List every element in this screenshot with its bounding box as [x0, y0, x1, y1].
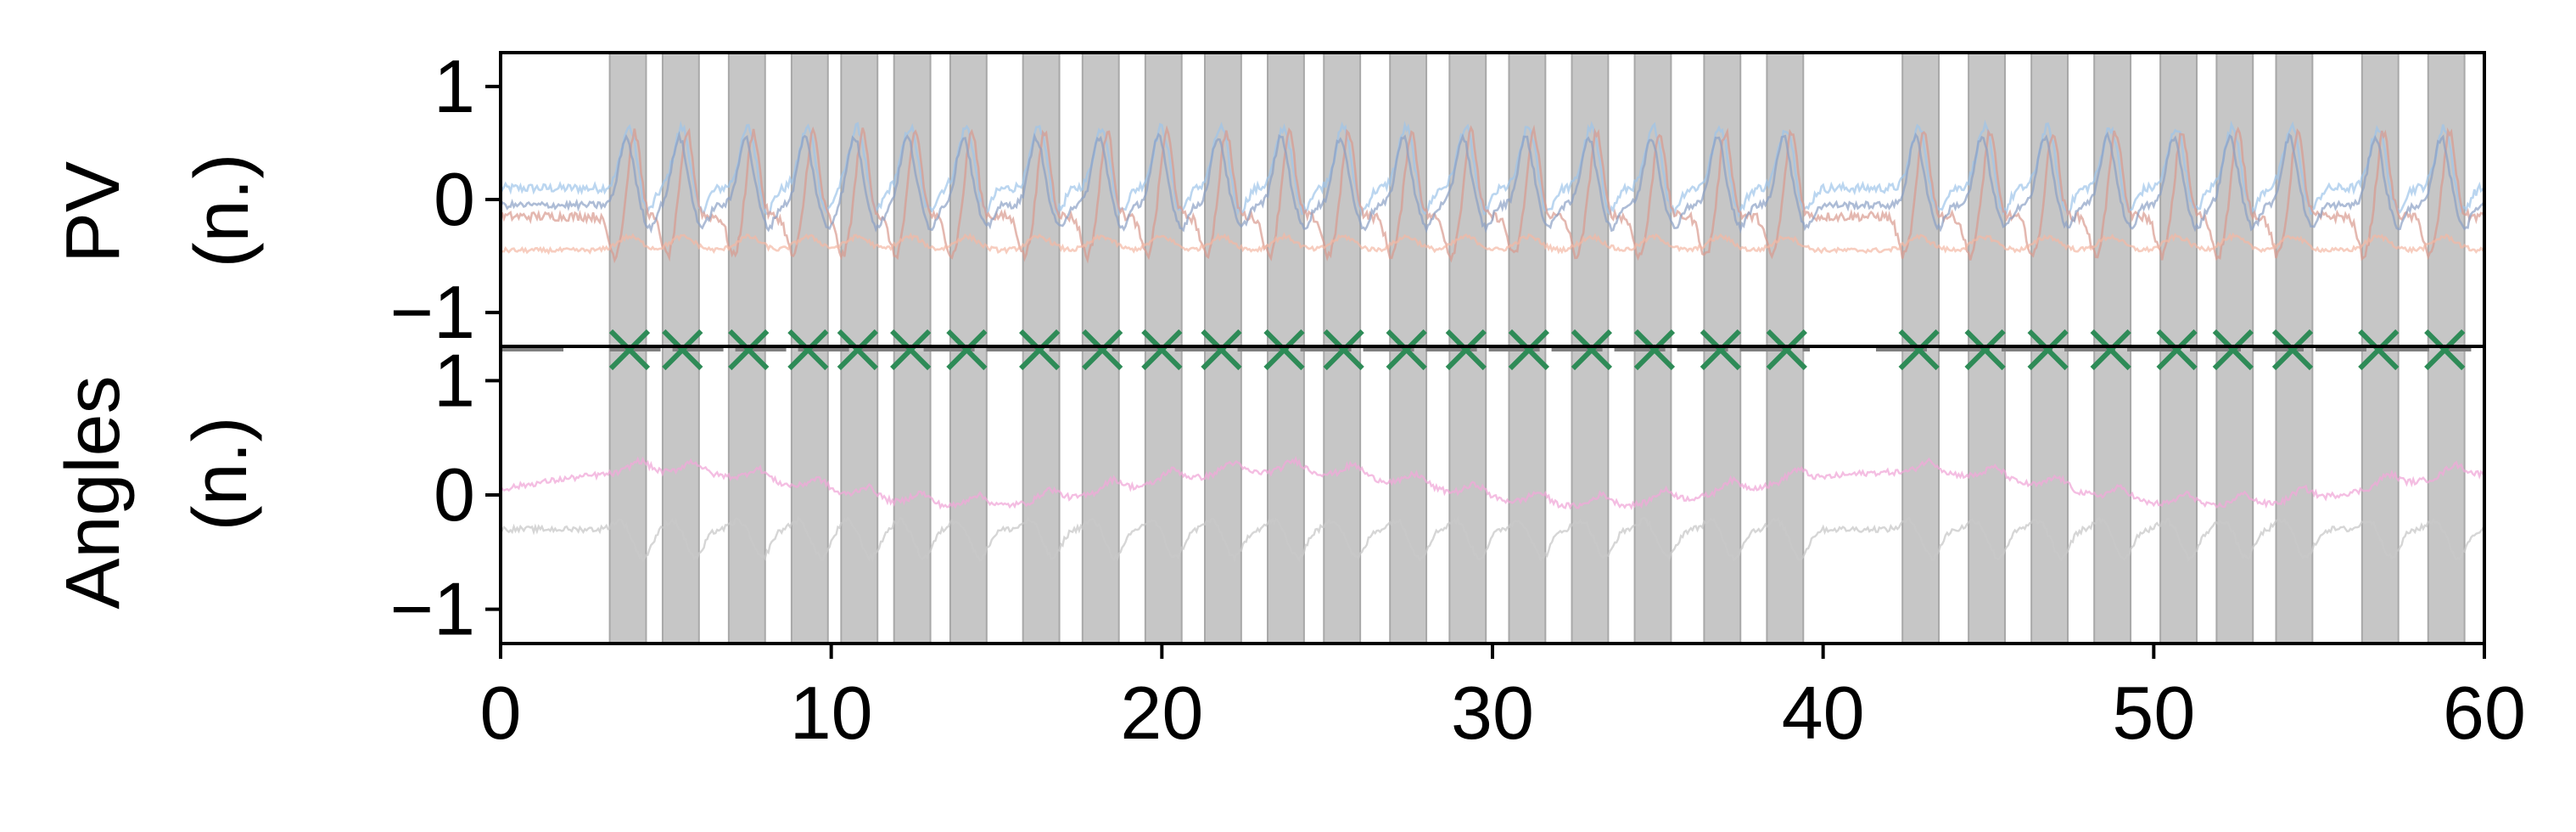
event-marker — [2424, 329, 2466, 371]
event-marker-stroke — [1201, 329, 1242, 371]
event-marker-stroke — [728, 329, 770, 371]
event-marker-stroke — [2424, 329, 2466, 371]
event-marker — [662, 329, 703, 371]
event-marker-stroke — [2212, 329, 2254, 371]
event-marker-stroke — [787, 329, 829, 371]
top-ylabel-line2: (n.) — [180, 154, 265, 268]
bottom-ytick-label: 1 — [434, 338, 475, 422]
top-ylabel-line1: PV — [51, 161, 136, 263]
event-marker — [946, 329, 988, 371]
xtick-label: 10 — [790, 671, 873, 755]
event-marker-stroke — [2090, 329, 2131, 371]
top-series-line — [500, 232, 2485, 256]
xtick-label: 50 — [2112, 671, 2195, 755]
event-marker — [837, 329, 878, 371]
event-marker — [1633, 329, 1676, 371]
event-marker-stroke — [1508, 329, 1549, 371]
event-marker — [1141, 329, 1183, 371]
event-marker-stroke — [1445, 329, 1487, 371]
xtick-label: 30 — [1451, 671, 1534, 755]
event-marker-stroke — [2271, 329, 2314, 371]
event-marker — [890, 329, 932, 371]
event-marker-stroke — [1766, 329, 1807, 371]
event-marker — [1571, 329, 1613, 371]
bottom-series-line — [500, 455, 2486, 511]
bottom-ylabel-line1: Angles — [51, 375, 136, 609]
event-marker-stroke — [1964, 329, 2006, 371]
event-marker-stroke — [1898, 329, 1940, 371]
event-marker-stroke — [837, 329, 878, 371]
event-marker-stroke — [608, 329, 651, 371]
top-series-line — [499, 119, 2485, 219]
event-marker-stroke — [1141, 329, 1183, 371]
event-marker-stroke — [1571, 329, 1613, 371]
event-marker-stroke — [1323, 329, 1364, 371]
top-series-line — [499, 131, 2485, 234]
top-ytick-label: 1 — [434, 44, 475, 128]
bottom-ytick-label: 0 — [434, 453, 475, 537]
event-marker — [2271, 329, 2314, 371]
top-ytick-label: −1 — [390, 270, 475, 354]
bottom-ylabel-line2: (n.) — [178, 417, 263, 531]
event-marker-stroke — [662, 329, 703, 371]
event-marker — [1898, 329, 1940, 371]
event-marker-stroke — [890, 329, 932, 371]
event-marker — [608, 329, 651, 371]
event-marker-stroke — [1263, 329, 1305, 371]
event-marker-stroke — [2358, 329, 2400, 371]
top-ytick-label: 0 — [434, 157, 475, 241]
event-marker — [1201, 329, 1242, 371]
event-marker-stroke — [946, 329, 988, 371]
event-marker — [2358, 329, 2400, 371]
event-marker — [1386, 329, 1427, 371]
event-marker — [728, 329, 770, 371]
event-strip — [501, 329, 2472, 371]
top-ylabel: PV (n.) — [51, 154, 265, 268]
event-marker — [1508, 329, 1549, 371]
bottom-series-line — [500, 515, 2485, 563]
bottom-ytick-label: −1 — [390, 567, 475, 651]
event-marker — [787, 329, 829, 371]
event-marker-stroke — [2027, 329, 2069, 371]
event-marker — [1323, 329, 1364, 371]
event-marker-stroke — [2156, 329, 2198, 371]
event-marker-stroke — [1386, 329, 1427, 371]
axis-ticks: 10−110−10 10 20 30 40 50 60 — [390, 44, 2526, 755]
xtick-label: 0 — [480, 671, 522, 755]
event-marker — [1766, 329, 1807, 371]
event-marker — [1445, 329, 1487, 371]
xtick-label: 20 — [1120, 671, 1203, 755]
event-marker-stroke — [1019, 329, 1061, 371]
xtick-label: 60 — [2443, 671, 2526, 755]
event-marker — [1263, 329, 1305, 371]
event-marker — [2027, 329, 2069, 371]
event-marker — [2156, 329, 2198, 371]
bottom-ylabel: Angles (n.) — [51, 375, 263, 609]
event-marker — [2090, 329, 2131, 371]
event-marker — [1082, 329, 1123, 371]
event-marker-stroke — [1082, 329, 1123, 371]
event-marker-stroke — [1633, 329, 1676, 371]
event-marker — [1964, 329, 2006, 371]
event-marker-stroke — [1700, 329, 1741, 371]
xtick-label: 40 — [1782, 671, 1865, 755]
event-marker — [2212, 329, 2254, 371]
event-marker — [1700, 329, 1741, 371]
event-marker — [1019, 329, 1061, 371]
